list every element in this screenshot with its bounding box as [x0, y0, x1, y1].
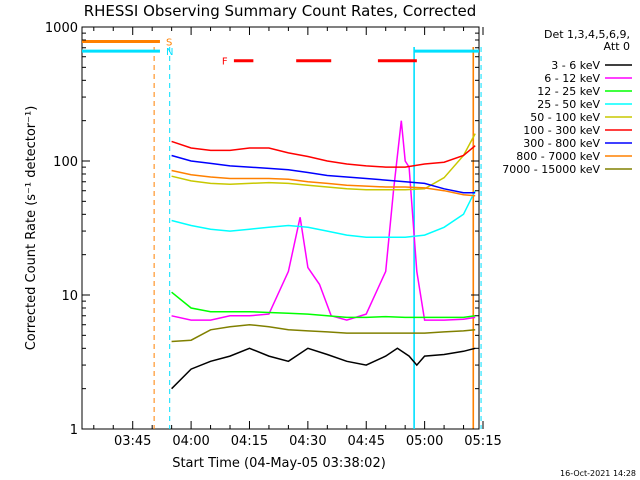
legend-label: 12 - 25 keV [537, 85, 600, 98]
y-axis-label: Corrected Count Rate (s⁻¹ detector⁻¹) [24, 106, 39, 351]
chart-title: RHESSI Observing Summary Count Rates, Co… [84, 2, 477, 20]
legend-label: 800 - 7000 keV [516, 150, 600, 163]
series-line [171, 133, 476, 191]
y-tick-label: 1 [70, 423, 78, 438]
y-axis-ticks: 1 10 100 1000 [45, 21, 479, 438]
series-line [171, 323, 476, 343]
legend-header-att: Att 0 [604, 40, 630, 53]
y-tick-label: 1000 [45, 21, 78, 36]
series-line [171, 120, 476, 321]
y-tick-label: 100 [53, 155, 78, 170]
series-line [171, 291, 476, 319]
flag-label: F [222, 57, 228, 68]
x-axis-label: Start Time (04-May-05 03:38:02) [172, 456, 386, 471]
footer-date: 16-Oct-2021 14:28 [560, 469, 636, 478]
legend-label: 50 - 100 keV [530, 111, 600, 124]
series-line [171, 347, 476, 390]
legend-label: 25 - 50 keV [537, 98, 600, 111]
plot-area: SN F 1 10 100 1000 03:45 04:00 04:15 04:30 04:45… [45, 21, 502, 449]
legend-label: 300 - 800 keV [523, 137, 600, 150]
legend-label: 100 - 300 keV [523, 124, 600, 137]
legend-label: 6 - 12 keV [544, 72, 600, 85]
series-line [171, 169, 476, 197]
legend-header: Det 1,3,4,5,6,9, [544, 28, 630, 41]
flag-label: S [166, 37, 172, 48]
series-lines [171, 120, 476, 390]
series-line [171, 154, 476, 194]
plot-frame [81, 26, 480, 430]
x-tick-label: 04:00 [172, 434, 209, 449]
series-line [171, 140, 476, 168]
x-tick-label: 04:30 [289, 434, 326, 449]
x-tick-label: 04:15 [231, 434, 268, 449]
x-tick-label: 03:45 [114, 434, 151, 449]
series-line [171, 190, 476, 238]
x-tick-label: 05:00 [406, 434, 443, 449]
flag-bars: SN F [82, 37, 479, 68]
x-tick-label: 05:15 [464, 434, 501, 449]
x-tick-label: 04:45 [348, 434, 385, 449]
x-axis-ticks: 03:45 04:00 04:15 04:30 04:45 05:00 05:15 [93, 27, 502, 449]
time-markers [153, 47, 482, 429]
legend-label: 3 - 6 keV [551, 59, 600, 72]
legend-label: 7000 - 15000 keV [502, 163, 600, 176]
flag-label: N [166, 47, 173, 58]
y-tick-label: 10 [61, 289, 78, 304]
